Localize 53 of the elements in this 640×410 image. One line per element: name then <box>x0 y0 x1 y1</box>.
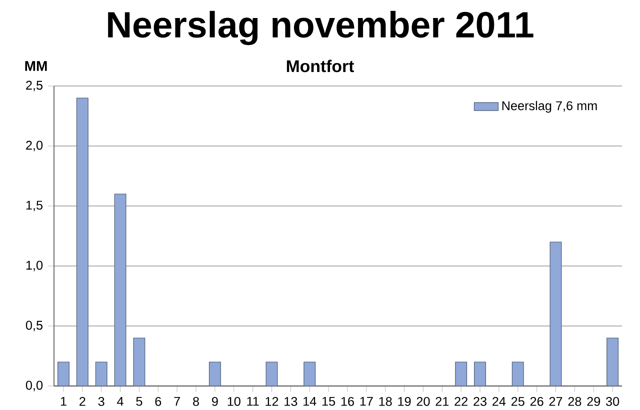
bar <box>474 362 486 386</box>
x-tick-label: 16 <box>341 396 354 406</box>
x-tick-label: 12 <box>266 396 278 406</box>
bar <box>114 194 126 386</box>
y-tick-label: 0,5 <box>26 320 42 332</box>
bar <box>455 362 468 386</box>
y-axis-title: MM <box>25 61 47 71</box>
bar <box>512 362 524 386</box>
bar <box>76 98 88 386</box>
bar <box>304 362 316 386</box>
chart-title: Neerslag november 2011 <box>108 10 534 46</box>
bar <box>606 338 618 386</box>
x-tick-label: 5 <box>136 396 142 406</box>
x-tick-label: 9 <box>212 396 218 406</box>
x-tick-label: 11 <box>247 396 259 406</box>
x-tick-label: 28 <box>568 396 582 406</box>
x-tick-label: 27 <box>549 396 562 406</box>
x-tick-label: 18 <box>379 396 392 406</box>
x-tick-label: 30 <box>606 396 620 406</box>
bar <box>208 362 221 386</box>
x-tick-label: 2 <box>80 396 86 406</box>
x-tick-label: 20 <box>416 396 430 406</box>
x-tick-label: 21 <box>436 396 449 406</box>
x-tick-label: 3 <box>98 396 104 406</box>
legend-label: Neerslag 7,6 mm <box>502 100 597 113</box>
x-tick-label: 14 <box>304 396 316 406</box>
x-tick-label: 6 <box>155 396 162 406</box>
x-tick-label: 19 <box>398 396 411 406</box>
x-tick-label: 17 <box>360 396 373 406</box>
y-tick-label: 1,0 <box>26 260 43 272</box>
x-tick-label: 24 <box>492 396 506 406</box>
x-tick-label: 22 <box>454 396 468 406</box>
x-tick-label: 23 <box>474 396 486 406</box>
y-tick-label: 1,5 <box>26 200 42 212</box>
y-tick-label: 2,5 <box>26 80 42 92</box>
x-tick-label: 15 <box>322 396 336 406</box>
bar <box>550 242 562 386</box>
x-tick-label: 26 <box>530 396 544 406</box>
x-tick-label: 29 <box>587 396 600 406</box>
bar <box>95 362 108 386</box>
x-tick-label: 4 <box>117 396 124 406</box>
bar <box>133 338 146 386</box>
x-tick-label: 25 <box>511 396 524 406</box>
x-tick-label: 13 <box>284 396 298 406</box>
bar <box>266 362 278 386</box>
y-tick-label: 2,0 <box>26 140 43 152</box>
x-tick-label: 10 <box>228 396 240 406</box>
y-tick-label: 0,0 <box>26 380 43 392</box>
x-tick-label: 7 <box>174 396 180 406</box>
x-tick-label: 8 <box>193 396 199 406</box>
bar <box>58 362 70 386</box>
x-tick-label: 1 <box>60 396 66 406</box>
chart-subtitle: Montfort <box>286 60 354 72</box>
